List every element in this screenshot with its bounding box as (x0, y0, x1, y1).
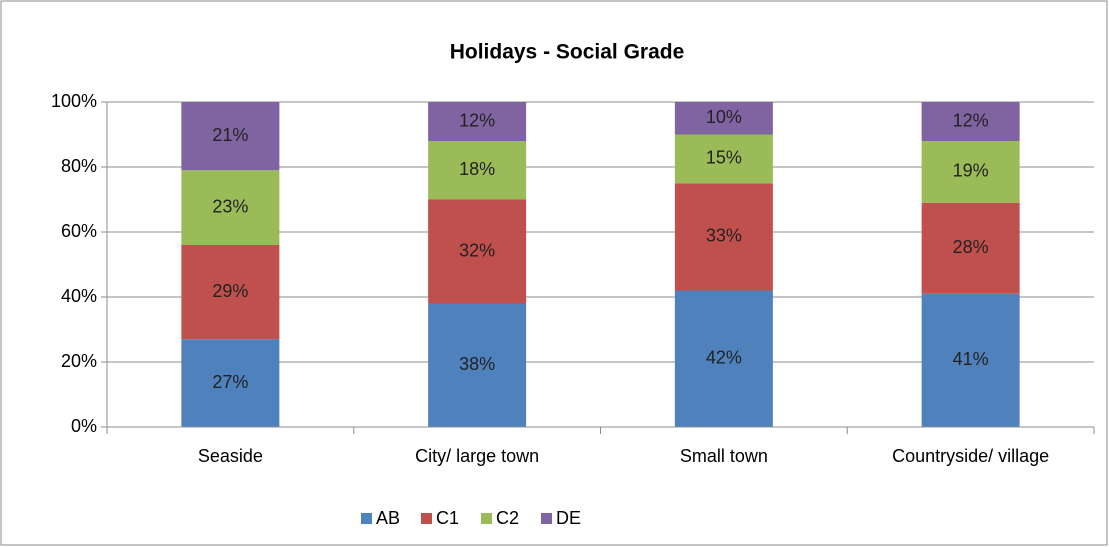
legend-swatch (361, 513, 372, 524)
bar-segment (921, 141, 1020, 203)
data-label: 27% (212, 372, 248, 392)
bar-segment (921, 293, 1020, 427)
legend-label: C2 (496, 508, 519, 528)
y-tick-label: 40% (61, 286, 97, 306)
bar-segment (181, 339, 280, 427)
x-tick-label: City/ large town (415, 446, 539, 466)
data-label: 18% (459, 159, 495, 179)
bar-segment (674, 134, 773, 184)
data-label: 15% (706, 148, 742, 168)
data-label: 33% (706, 226, 742, 246)
bar-segment (674, 290, 773, 427)
y-tick-label: 80% (61, 156, 97, 176)
data-label: 10% (706, 107, 742, 127)
bar-segment (674, 183, 773, 291)
legend-label: DE (556, 508, 581, 528)
bar-segment (181, 170, 280, 245)
x-tick-label: Small town (680, 446, 768, 466)
bar-segment (428, 303, 527, 427)
bar-segment (428, 141, 527, 200)
data-label: 32% (459, 240, 495, 260)
y-tick-label: 20% (61, 351, 97, 371)
bar-segment (428, 102, 527, 141)
data-label: 38% (459, 354, 495, 374)
y-tick-label: 100% (51, 91, 97, 111)
x-tick-label: Countryside/ village (892, 446, 1049, 466)
data-label: 41% (953, 349, 989, 369)
y-tick-label: 60% (61, 221, 97, 241)
bar-segment (921, 202, 1020, 294)
legend-swatch (541, 513, 552, 524)
bar-segment (428, 199, 527, 304)
legend-label: AB (376, 508, 400, 528)
bar-segment (921, 102, 1020, 141)
bar-segment (674, 102, 773, 135)
bar-segment (181, 102, 280, 171)
y-tick-label: 0% (71, 416, 97, 436)
data-label: 23% (212, 196, 248, 216)
x-tick-label: Seaside (198, 446, 263, 466)
data-label: 42% (706, 348, 742, 368)
data-label: 12% (953, 110, 989, 130)
legend-label: C1 (436, 508, 459, 528)
data-label: 28% (953, 237, 989, 257)
data-label: 12% (459, 110, 495, 130)
bar-segment (181, 245, 280, 340)
legend-swatch (421, 513, 432, 524)
data-label: 19% (953, 161, 989, 181)
chart-title: Holidays - Social Grade (450, 41, 685, 64)
legend-swatch (481, 513, 492, 524)
data-label: 21% (212, 125, 248, 145)
data-label: 29% (212, 281, 248, 301)
